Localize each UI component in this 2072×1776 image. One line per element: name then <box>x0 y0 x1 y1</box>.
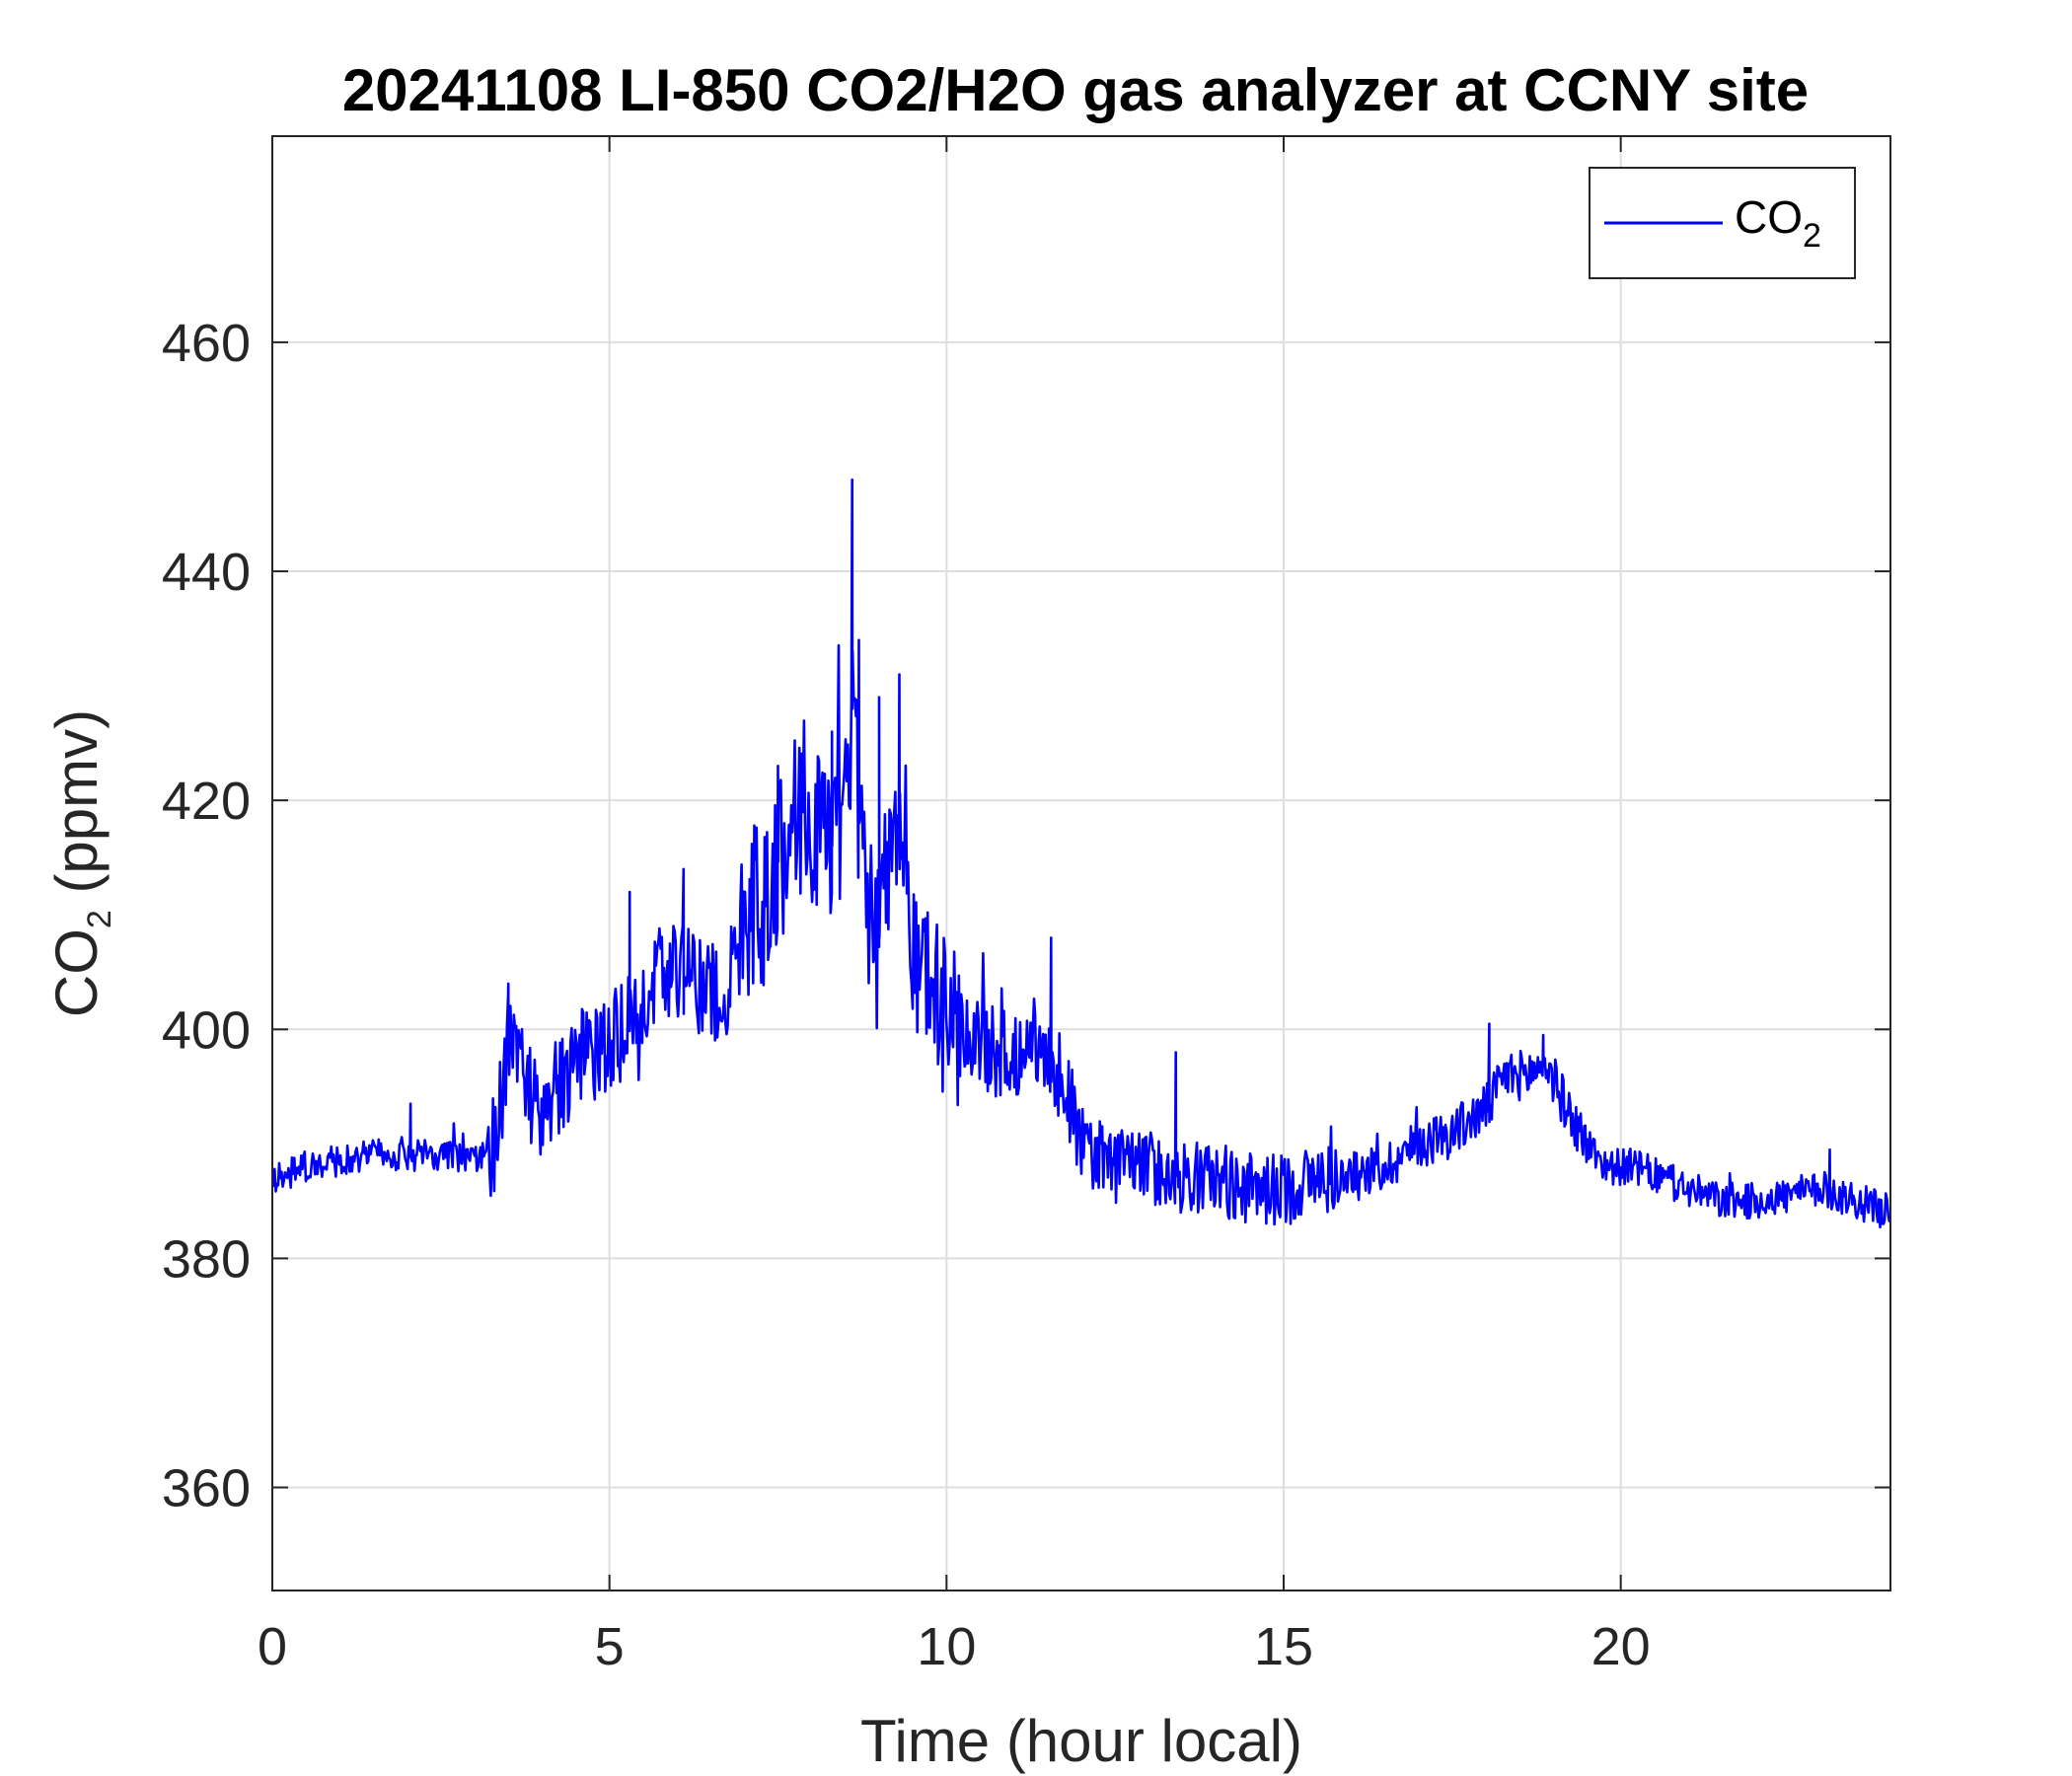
legend: CO2 <box>1589 167 1856 279</box>
chart-title: 20241108 LI-850 CO2/H2O gas analyzer at … <box>342 57 1809 123</box>
series-line-co2 <box>270 478 1891 1229</box>
y-tick-label: 360 <box>162 1459 251 1518</box>
x-tick-label: 5 <box>595 1617 625 1676</box>
y-tick-label: 380 <box>162 1229 251 1289</box>
y-tick-label: 460 <box>162 314 251 373</box>
x-tick-label: 0 <box>258 1617 287 1676</box>
plot-area-border <box>271 135 1891 1591</box>
x-tick-label: 10 <box>917 1617 976 1676</box>
legend-label-base: CO <box>1735 191 1803 243</box>
x-axis-label: Time (hour local) <box>860 1708 1302 1774</box>
grid <box>271 136 1890 1591</box>
y-tick-label: 420 <box>162 772 251 831</box>
axis-ticks <box>271 136 1890 1591</box>
y-tick-label: 440 <box>162 543 251 602</box>
x-tick-labels: 0 5 10 15 20 <box>258 1617 1651 1676</box>
legend-label-co2: CO2 <box>1735 191 1821 255</box>
series-co2 <box>270 478 1891 1229</box>
y-axis-label: CO2 (ppmv) <box>43 709 118 1017</box>
y-axis-label-subscript: 2 <box>81 910 118 928</box>
y-tick-label: 400 <box>162 1000 251 1060</box>
y-axis-label-suffix: (ppmv) <box>43 709 110 910</box>
x-tick-label: 15 <box>1254 1617 1313 1676</box>
x-tick-label: 20 <box>1591 1617 1651 1676</box>
y-tick-labels: 360 380 400 420 440 460 <box>162 314 251 1518</box>
legend-label-subscript: 2 <box>1803 217 1821 255</box>
y-axis-label-base: CO <box>43 928 110 1017</box>
